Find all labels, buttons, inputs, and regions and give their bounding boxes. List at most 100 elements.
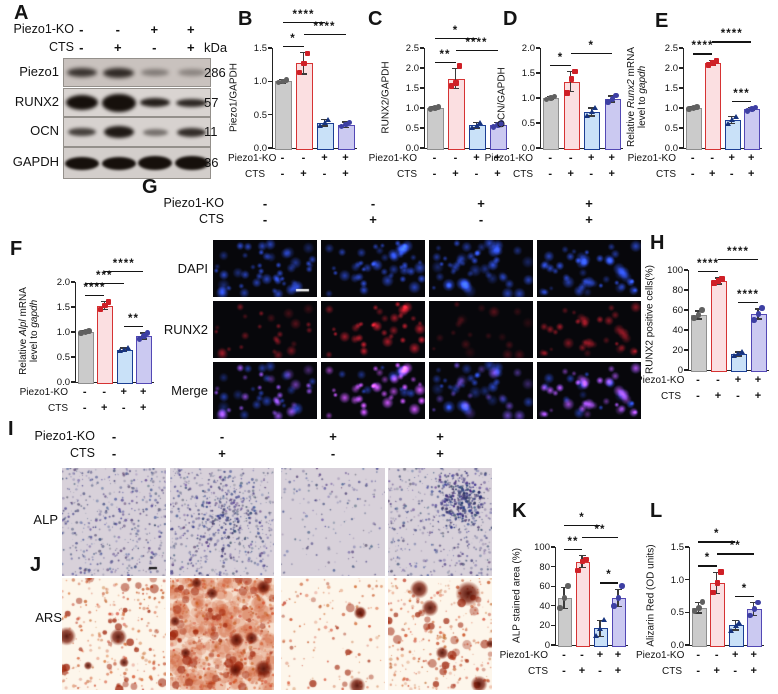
y-tick-label: 2.0 <box>521 43 535 54</box>
y-tick-label: 0 <box>544 640 550 651</box>
blot-band <box>65 156 100 170</box>
significance-stars: **** <box>292 8 315 21</box>
y-tick-label: 1.0 <box>405 103 419 114</box>
blot-strip-ocn <box>63 117 211 147</box>
y-tick-mark <box>71 356 75 358</box>
error-bar-cap <box>567 90 575 93</box>
alp-staining-image-col4 <box>388 468 492 576</box>
error-bar-cap <box>560 608 568 610</box>
bar-group-1 <box>685 108 702 150</box>
blot-band <box>174 156 209 170</box>
chart-h-axes <box>688 270 769 371</box>
error-bar-cap <box>139 332 147 334</box>
significance-line <box>84 282 124 284</box>
significance-line <box>564 548 582 551</box>
y-tick-label: 1.5 <box>670 542 684 553</box>
panel-d-label: D <box>503 8 518 30</box>
y-tick-mark <box>268 113 272 116</box>
panel-l-label: L <box>650 500 663 522</box>
data-point <box>714 580 720 586</box>
x-condition-value: - <box>714 649 719 661</box>
y-tick-mark <box>551 644 555 646</box>
y-tick-label: 2.5 <box>405 43 419 54</box>
x-condition-value: + <box>473 152 480 164</box>
significance-line <box>600 582 618 584</box>
x-condition-value: - <box>280 168 285 180</box>
error-bar-cap <box>728 122 736 124</box>
y-tick-mark <box>420 67 424 69</box>
g-condition-value: - <box>478 212 484 227</box>
y-tick-label: 1.0 <box>253 76 267 88</box>
error-bar-cap <box>596 619 604 622</box>
data-point <box>732 622 739 628</box>
bar-group-3 <box>116 349 133 384</box>
x-condition-value: - <box>280 152 285 164</box>
error-bar-cap <box>754 318 762 320</box>
x-condition-value: + <box>101 402 108 414</box>
data-point <box>280 78 286 85</box>
significance-stars: **** <box>720 28 743 41</box>
y-tick-mark <box>685 578 689 581</box>
x-condition-value: - <box>696 649 701 661</box>
panel-b-chart: B Piezo1/GAPDH 0.0 0.5 1.0 1.5 * **** **** Piezo1… <box>228 6 378 198</box>
y-tick-label: 40 <box>672 325 683 336</box>
significance-stars: * <box>588 39 594 52</box>
x-condition-value: - <box>82 386 87 398</box>
error-bar-cap <box>300 73 307 75</box>
fluorescence-image-dapi-col1 <box>213 240 317 297</box>
g-condition-value: - <box>262 196 268 211</box>
data-point <box>694 104 700 110</box>
y-tick-mark <box>551 605 555 607</box>
fluorescence-image-runx2-col4 <box>537 301 641 358</box>
data-point <box>695 312 702 318</box>
y-tick-label: 1.5 <box>253 43 267 54</box>
data-point <box>121 346 128 352</box>
error-bar-cap <box>473 121 480 123</box>
error-bar-cap <box>713 571 721 574</box>
data-point <box>579 558 586 565</box>
chart-k-axes <box>555 547 628 646</box>
data-point <box>605 99 611 105</box>
x-condition-value: + <box>140 402 147 414</box>
x-condition-value: + <box>750 665 757 677</box>
y-tick-mark <box>551 565 555 568</box>
y-tick-mark <box>536 97 540 99</box>
alp-staining-image-col2 <box>170 468 274 576</box>
data-point <box>751 606 757 612</box>
g-condition-label: Piezo1-KO <box>163 196 224 210</box>
x-condition-value: - <box>562 649 566 661</box>
x-condition-label: Piezo1-KO <box>636 650 685 661</box>
data-point <box>301 60 307 67</box>
significance-line <box>692 53 713 55</box>
significance-stars: *** <box>733 87 750 100</box>
blot-strip-gapdh <box>63 147 211 179</box>
data-point <box>710 60 716 66</box>
error-bar-cap <box>587 107 595 109</box>
data-point <box>696 605 702 611</box>
blot-band <box>101 156 136 170</box>
y-tick-label: 20 <box>672 345 683 356</box>
data-point <box>498 120 505 126</box>
error-bar-cap <box>100 300 108 303</box>
kda-value: 36 <box>204 155 219 170</box>
error-bar-cap <box>578 555 586 557</box>
error-bar-cap <box>452 68 459 70</box>
blot-strip-piezo1 <box>63 58 211 87</box>
panel-b-label: B <box>238 8 253 30</box>
data-point <box>690 105 696 111</box>
data-point <box>705 62 711 68</box>
error-bar-cap <box>750 601 758 604</box>
data-point <box>735 351 742 357</box>
g-condition-value: - <box>262 212 268 227</box>
x-condition-value: + <box>596 649 604 661</box>
data-point <box>557 605 563 611</box>
x-condition-value: - <box>121 402 126 414</box>
significance-line <box>738 302 758 304</box>
significance-line <box>698 565 717 567</box>
error-bar-cap <box>608 95 616 97</box>
data-point <box>592 632 599 638</box>
y-tick-mark <box>684 309 688 311</box>
x-condition-value: + <box>342 152 349 164</box>
data-point <box>747 612 753 619</box>
data-point <box>755 599 761 606</box>
